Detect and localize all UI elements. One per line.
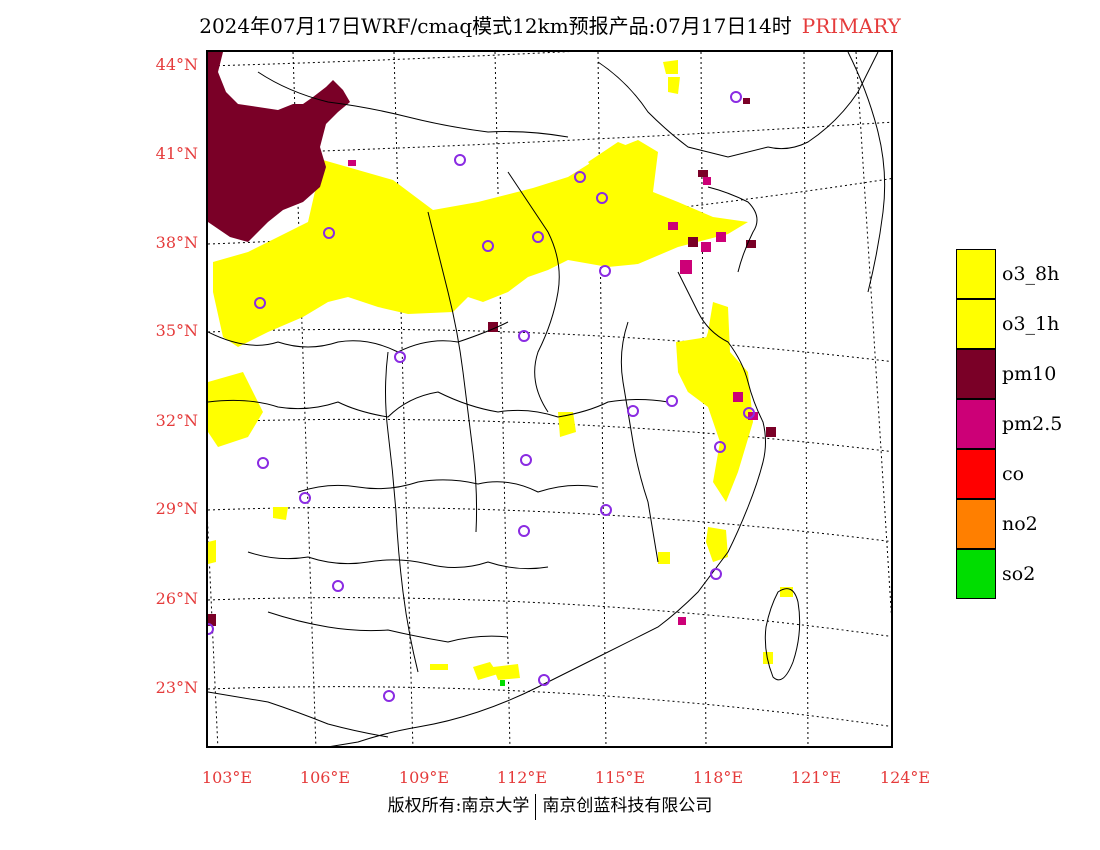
lat-label-23: 23°N xyxy=(155,678,198,697)
legend-label-so2: so2 xyxy=(1002,563,1036,585)
pm25-overlay xyxy=(348,160,758,625)
footer-right: 南京创蓝科技有限公司 xyxy=(542,796,713,816)
footer-left: 版权所有:南京大学 xyxy=(387,796,530,816)
legend-swatch-so2 xyxy=(956,549,996,599)
lon-label-109: 109°E xyxy=(398,768,450,787)
lon-label-118: 118°E xyxy=(692,768,744,787)
lat-label-35: 35°N xyxy=(155,321,198,340)
lon-label-124: 124°E xyxy=(879,768,931,787)
legend-label-pm10: pm10 xyxy=(1002,363,1057,385)
lat-label-44: 44°N xyxy=(155,55,198,74)
legend-swatch-pm10 xyxy=(956,349,996,399)
o3-overlay xyxy=(208,60,793,680)
legend-label-pm25: pm2.5 xyxy=(1002,413,1063,435)
map-borders xyxy=(208,52,886,746)
footer-divider xyxy=(535,793,537,820)
title-main: 2024年07月17日WRF/cmaq模式12km预报产品:07月17日14时 xyxy=(199,14,792,38)
lon-label-112: 112°E xyxy=(496,768,548,787)
legend-label-co: co xyxy=(1002,463,1025,485)
copyright-footer: 版权所有:南京大学 南京创蓝科技有限公司 xyxy=(0,791,1100,820)
lat-label-32: 32°N xyxy=(155,411,198,430)
map-canvas xyxy=(208,52,891,746)
legend-swatch-pm25 xyxy=(956,399,996,449)
lon-label-103: 103°E xyxy=(201,768,253,787)
pm10-overlay xyxy=(208,52,776,626)
station-markers xyxy=(208,91,755,702)
legend-swatch-co xyxy=(956,449,996,499)
legend-swatch-no2 xyxy=(956,499,996,549)
title-tag: PRIMARY xyxy=(801,14,901,38)
legend-label-no2: no2 xyxy=(1002,513,1038,535)
lon-label-106: 106°E xyxy=(299,768,351,787)
legend-swatch-o3-8h xyxy=(956,249,996,299)
lat-label-26: 26°N xyxy=(155,589,198,608)
legend-swatch-o3-1h xyxy=(956,299,996,349)
map-title: 2024年07月17日WRF/cmaq模式12km预报产品:07月17日14时 P… xyxy=(0,10,1100,39)
legend-label-o3-1h: o3_1h xyxy=(1002,313,1060,335)
lat-label-41: 41°N xyxy=(155,144,198,163)
map-frame xyxy=(206,50,893,748)
so2-spot xyxy=(500,680,505,686)
lat-label-29: 29°N xyxy=(155,499,198,518)
lon-label-121: 121°E xyxy=(790,768,842,787)
lon-label-115: 115°E xyxy=(594,768,646,787)
lat-label-38: 38°N xyxy=(155,233,198,252)
legend-label-o3-8h: o3_8h xyxy=(1002,263,1060,285)
